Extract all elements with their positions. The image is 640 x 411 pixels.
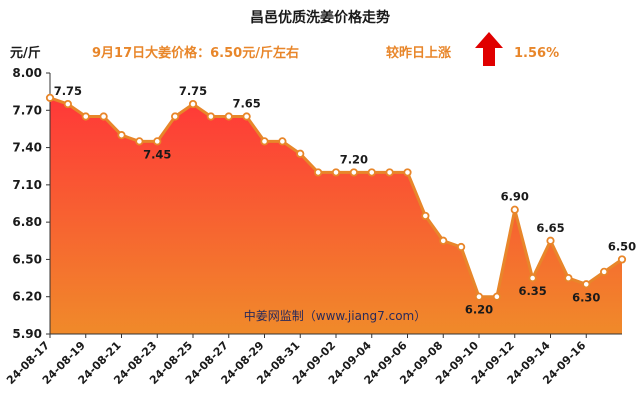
price-annotation: 9月17日大姜价格：6.50元/斤左右 [92, 45, 299, 61]
data-point [135, 137, 144, 146]
data-point [188, 99, 198, 109]
data-point [474, 292, 484, 301]
data-label: 6.90 [501, 190, 529, 204]
data-point [564, 273, 573, 283]
data-point [260, 137, 269, 146]
change-annotation: 较昨日上涨 [386, 45, 451, 61]
y-tick-label: 6.50 [12, 252, 42, 266]
data-point [492, 292, 501, 301]
y-tick-label: 7.10 [12, 178, 42, 192]
y-tick-label: 6.80 [12, 215, 42, 229]
data-point [582, 280, 591, 289]
data-point [600, 267, 609, 276]
data-point [421, 211, 430, 221]
data-point [457, 242, 466, 252]
y-tick-label: 5.90 [12, 327, 42, 341]
data-point [331, 168, 341, 177]
y-tick-label: 6.20 [12, 290, 42, 304]
data-label: 7.65 [232, 97, 260, 111]
data-point [242, 112, 251, 121]
y-tick-label: 7.40 [12, 141, 42, 155]
watermark: 中姜网监制（www.jiang7.com） [244, 308, 426, 323]
plot-area: 8.007.707.407.106.806.506.205.9024-08-17… [4, 66, 636, 387]
chart-title: 昌邑优质洗姜价格走势 [250, 9, 390, 26]
data-point [403, 168, 412, 177]
data-point [367, 168, 376, 177]
data-label: 7.75 [54, 84, 82, 98]
data-point [546, 236, 555, 245]
data-label: 6.65 [536, 221, 564, 235]
data-point [171, 112, 180, 121]
data-label: 6.50 [608, 239, 636, 253]
data-label: 6.20 [465, 303, 493, 317]
data-label: 6.35 [518, 284, 546, 298]
data-point [296, 149, 305, 158]
data-point [617, 255, 627, 264]
data-point [99, 112, 108, 121]
data-point [153, 137, 162, 146]
area-fill [50, 97, 622, 335]
data-point [314, 168, 323, 177]
data-label: 6.30 [572, 290, 600, 304]
data-label: 7.45 [143, 147, 171, 161]
data-label: 7.75 [179, 84, 207, 98]
data-label: 7.20 [340, 152, 368, 166]
data-point [278, 137, 287, 146]
y-tick-label: 7.70 [12, 103, 42, 117]
data-point [349, 168, 358, 177]
data-point [510, 205, 519, 214]
data-point [224, 112, 233, 121]
data-point [45, 93, 55, 102]
data-point [439, 236, 448, 245]
data-point [63, 99, 72, 109]
data-point [206, 112, 215, 121]
change-value: 1.56% [514, 46, 559, 61]
up-arrow-icon [475, 32, 503, 66]
data-point [117, 131, 126, 140]
data-point [528, 273, 537, 283]
data-point [385, 168, 394, 177]
y-tick-label: 8.00 [12, 66, 42, 80]
data-point [81, 112, 90, 121]
y-axis-unit: 元/斤 [10, 45, 41, 61]
